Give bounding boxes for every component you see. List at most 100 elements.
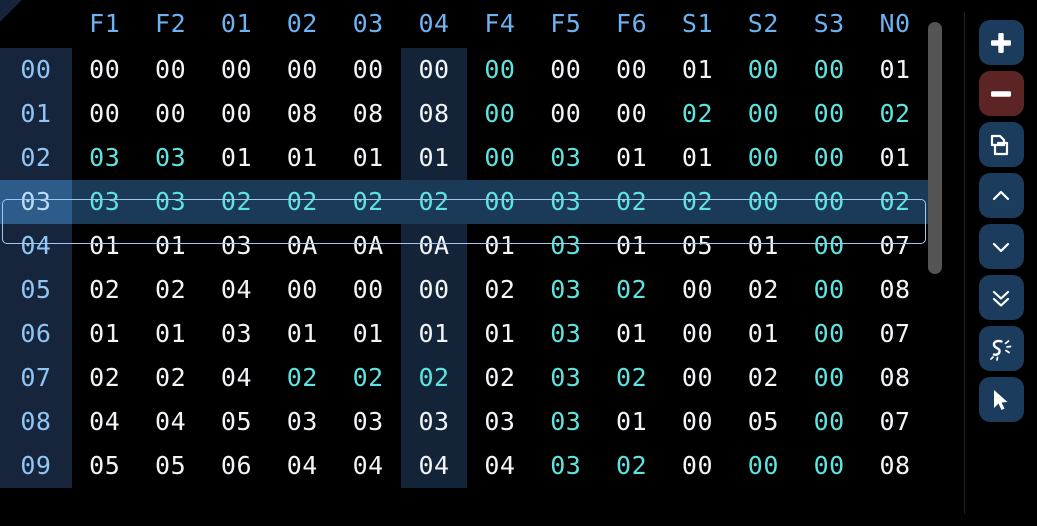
- table-cell[interactable]: 02: [681, 99, 714, 128]
- table-cell[interactable]: 00: [484, 55, 516, 84]
- hex-grid-panel[interactable]: F1 F2 01 02 03 04 F4 F5 F6 S1 S2 S3 N0 00 00 00 00 00 00 0…: [0, 0, 928, 526]
- table-cell[interactable]: 00: [730, 180, 797, 224]
- column-header-03[interactable]: 03: [335, 0, 402, 48]
- row-index-cell[interactable]: 01: [0, 92, 72, 136]
- table-cell[interactable]: 00: [813, 319, 845, 348]
- table-cell[interactable]: 03: [532, 180, 599, 224]
- table-cell[interactable]: 02: [89, 363, 121, 392]
- table-cell[interactable]: 02: [401, 356, 467, 400]
- table-cell[interactable]: 07: [879, 407, 911, 436]
- column-header-f1[interactable]: F1: [71, 0, 138, 48]
- row-index-cell[interactable]: 07: [0, 356, 72, 400]
- table-cell[interactable]: 03: [550, 451, 582, 480]
- table-cell[interactable]: 00: [681, 275, 714, 304]
- table-cell[interactable]: 02: [747, 275, 779, 304]
- column-header-s1[interactable]: S1: [664, 0, 731, 48]
- table-cell[interactable]: 08: [286, 99, 318, 128]
- table-cell[interactable]: 00: [89, 99, 121, 128]
- table-cell[interactable]: 00: [681, 451, 714, 480]
- table-cell[interactable]: 08: [879, 451, 911, 480]
- table-cell[interactable]: 02: [335, 180, 402, 224]
- table-cell[interactable]: 04: [220, 275, 252, 304]
- table-cell[interactable]: 02: [286, 363, 318, 392]
- add-button[interactable]: [978, 20, 1024, 65]
- table-cell[interactable]: 00: [813, 363, 845, 392]
- table-cell[interactable]: 03: [550, 275, 582, 304]
- table-cell[interactable]: 03: [352, 407, 384, 436]
- move-up-button[interactable]: [978, 173, 1024, 218]
- table-cell[interactable]: 03: [401, 400, 467, 444]
- table-cell[interactable]: 01: [747, 231, 779, 260]
- table-cell[interactable]: 01: [681, 143, 714, 172]
- table-cell[interactable]: 01: [352, 143, 384, 172]
- table-cell[interactable]: 02: [155, 363, 187, 392]
- row-index-cell[interactable]: 08: [0, 400, 72, 444]
- table-row[interactable]: 07 02 02 04 02 02 02 02 03 02 00 02 00 08: [0, 356, 928, 400]
- table-cell[interactable]: 01: [89, 231, 121, 260]
- table-cell[interactable]: 04: [286, 451, 318, 480]
- table-cell[interactable]: 01: [681, 55, 714, 84]
- table-cell[interactable]: 01: [616, 143, 648, 172]
- table-cell[interactable]: 02: [484, 363, 516, 392]
- table-cell[interactable]: 01: [89, 319, 121, 348]
- select-tool-button[interactable]: [978, 377, 1024, 422]
- row-index-cell[interactable]: 05: [0, 268, 72, 312]
- table-cell[interactable]: 00: [747, 451, 779, 480]
- column-header-01[interactable]: 01: [203, 0, 270, 48]
- table-cell[interactable]: 02: [155, 275, 187, 304]
- table-cell[interactable]: 01: [155, 231, 187, 260]
- table-cell[interactable]: 04: [352, 451, 384, 480]
- table-cell[interactable]: 03: [550, 407, 582, 436]
- table-cell[interactable]: 05: [681, 231, 714, 260]
- table-row[interactable]: 02 03 03 01 01 01 01 00 03 01 01 00 00 01: [0, 136, 928, 180]
- table-cell[interactable]: 02: [862, 180, 928, 224]
- table-cell[interactable]: 08: [401, 92, 467, 136]
- table-cell[interactable]: 00: [286, 55, 318, 84]
- table-cell[interactable]: 00: [747, 99, 779, 128]
- column-header-04[interactable]: 04: [401, 0, 467, 48]
- row-index-cell[interactable]: 04: [0, 224, 72, 268]
- table-cell[interactable]: 00: [813, 99, 845, 128]
- table-cell[interactable]: 02: [616, 363, 648, 392]
- table-cell[interactable]: 01: [484, 231, 516, 260]
- table-cell[interactable]: 00: [813, 451, 845, 480]
- table-cell[interactable]: 08: [879, 275, 911, 304]
- table-cell[interactable]: 01: [747, 319, 779, 348]
- table-cell[interactable]: 00: [286, 275, 318, 304]
- row-index-cell[interactable]: 09: [0, 444, 72, 488]
- table-cell[interactable]: 03: [220, 319, 252, 348]
- table-cell[interactable]: 07: [879, 319, 911, 348]
- remove-button[interactable]: [978, 71, 1024, 116]
- column-header-f6[interactable]: F6: [598, 0, 665, 48]
- table-cell[interactable]: 03: [550, 143, 582, 172]
- table-row[interactable]: 09 05 05 06 04 04 04 04 03 02 00 00 00 08: [0, 444, 928, 488]
- table-row[interactable]: 04 01 01 03 0A 0A 0A 01 03 01 05 01 00 07: [0, 224, 928, 268]
- table-cell[interactable]: 02: [89, 275, 121, 304]
- table-cell[interactable]: 03: [71, 180, 138, 224]
- table-cell[interactable]: 00: [813, 143, 845, 172]
- table-row[interactable]: 06 01 01 03 01 01 01 01 03 01 00 01 00 07: [0, 312, 928, 356]
- column-header-02[interactable]: 02: [269, 0, 336, 48]
- table-cell[interactable]: 05: [220, 407, 252, 436]
- table-cell[interactable]: 03: [155, 143, 187, 172]
- table-cell[interactable]: 00: [401, 268, 467, 312]
- scrollbar-thumb[interactable]: [928, 22, 942, 274]
- table-cell[interactable]: 00: [616, 55, 648, 84]
- table-cell[interactable]: 01: [616, 231, 648, 260]
- move-to-bottom-button[interactable]: [978, 275, 1024, 320]
- table-cell[interactable]: 06: [220, 451, 252, 480]
- table-cell[interactable]: 00: [401, 48, 467, 92]
- table-cell[interactable]: 01: [286, 143, 318, 172]
- row-index-cell[interactable]: 02: [0, 136, 72, 180]
- table-cell[interactable]: 00: [681, 407, 714, 436]
- table-cell[interactable]: 00: [220, 99, 252, 128]
- table-cell[interactable]: 01: [401, 312, 467, 356]
- table-cell[interactable]: 00: [813, 275, 845, 304]
- move-down-button[interactable]: [978, 224, 1024, 269]
- row-index-cell[interactable]: 06: [0, 312, 72, 356]
- table-cell[interactable]: 00: [220, 55, 252, 84]
- table-cell[interactable]: 03: [286, 407, 318, 436]
- table-cell[interactable]: 01: [155, 319, 187, 348]
- column-header-f5[interactable]: F5: [532, 0, 599, 48]
- row-index-cell[interactable]: 03: [0, 180, 72, 224]
